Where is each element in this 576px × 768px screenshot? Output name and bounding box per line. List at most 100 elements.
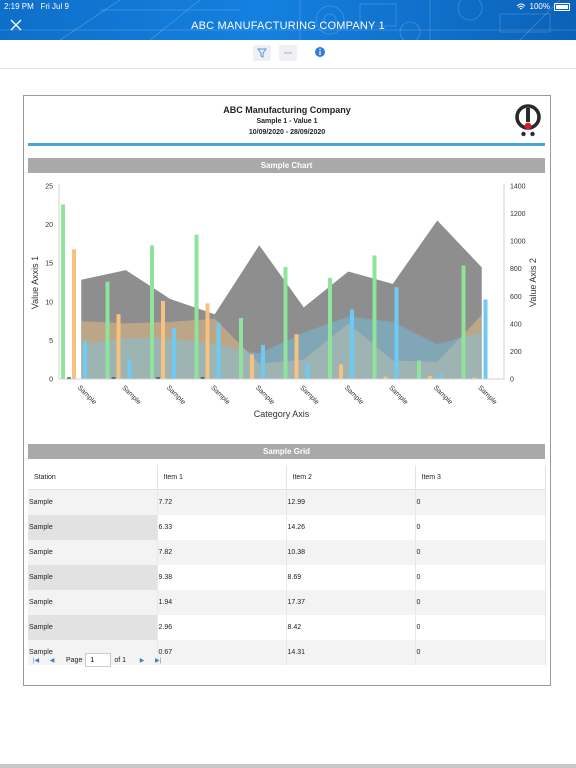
table-cell: 17.37 — [286, 590, 416, 615]
table-cell: 0 — [415, 615, 546, 640]
bar-series-2 — [116, 314, 121, 379]
bar-series-3 — [350, 309, 354, 379]
column-header-item-2[interactable]: Item 2 — [286, 465, 416, 490]
bar-series-1 — [194, 234, 199, 379]
x-tick-label: Sample — [254, 384, 276, 406]
grid-pager: |◀ ◀ Page of 1 ▶ ▶| — [28, 651, 166, 669]
bar-series-3 — [261, 345, 265, 379]
x-tick-label: Sample — [343, 384, 365, 406]
app-header: 2:19 PM Fri Jul 9 100% ABC MANUFACTURING… — [0, 0, 576, 40]
x-tick-label: Sample — [432, 384, 454, 406]
table-cell: 0 — [415, 489, 546, 515]
bar-series-3 — [483, 299, 488, 379]
y2-tick-label: 1000 — [510, 239, 526, 246]
table-cell: 8.69 — [286, 565, 416, 590]
column-header-item-3[interactable]: Item 3 — [415, 465, 546, 490]
bar-series-1 — [61, 204, 65, 379]
table-row[interactable]: Sample 7.72 12.99 0 — [28, 489, 546, 515]
table-cell: 0 — [415, 640, 546, 665]
report-date-range: 10/09/2020 - 28/09/2020 — [248, 129, 326, 136]
header-divider — [28, 143, 545, 146]
bar-series-1 — [417, 360, 421, 379]
y2-tick-label: 200 — [510, 349, 522, 356]
table-cell-station: Sample — [28, 565, 158, 590]
sample-chart: 0 5 10 15 20 25 0 200 400 600 800 1000 1200 1400 Sampl… — [30, 184, 538, 420]
table-cell: 14.31 — [286, 640, 416, 665]
chart-section-header: Sample Chart — [28, 158, 545, 173]
x-tick-label: Sample — [476, 384, 498, 406]
next-page-icon[interactable]: ▶ — [139, 657, 145, 664]
y2-axis-title: Value Axis 2 — [528, 258, 538, 307]
status-time-date: 2:19 PM Fri Jul 9 — [4, 2, 69, 11]
bar-series-3 — [172, 328, 176, 379]
y-tick-label: 20 — [45, 222, 53, 229]
company-logo — [515, 104, 541, 137]
bar-series-3 — [216, 322, 221, 379]
blueprint-background — [0, 0, 576, 40]
status-indicators: 100% — [516, 2, 570, 11]
report-page: ABC Manufacturing Company Sample 1 - Val… — [23, 95, 551, 686]
y-tick-label: 25 — [45, 184, 53, 191]
bar-series-2 — [339, 364, 343, 379]
table-cell-station: Sample — [28, 515, 158, 540]
sample-grid: Station Item 1 Item 2 Item 3 Sample 7.72… — [28, 465, 546, 665]
bar-series-1 — [461, 265, 466, 379]
data-table: Station Item 1 Item 2 Item 3 Sample 7.72… — [28, 465, 546, 665]
bar-series-2 — [472, 377, 477, 379]
y2-tick-label: 1400 — [510, 184, 526, 191]
table-cell: 0 — [415, 590, 546, 615]
table-row[interactable]: Sample 2.96 8.42 0 — [28, 615, 546, 640]
first-page-icon[interactable]: |◀ — [32, 657, 40, 664]
bar-series-3 — [305, 363, 310, 379]
more-button[interactable] — [279, 45, 297, 61]
table-cell: 7.72 — [157, 489, 287, 515]
bar-baseline-marker — [111, 377, 116, 379]
table-cell: 12.99 — [286, 489, 416, 515]
prev-page-icon[interactable]: ◀ — [49, 657, 55, 664]
table-cell-station: Sample — [28, 590, 158, 615]
info-icon[interactable] — [314, 46, 326, 58]
last-page-icon[interactable]: ▶| — [154, 657, 162, 664]
grid-section-header: Sample Grid — [28, 444, 545, 459]
filter-button[interactable] — [253, 45, 271, 61]
page-input[interactable] — [85, 653, 112, 667]
table-cell: 0 — [415, 540, 546, 565]
bar-series-2 — [294, 334, 299, 379]
table-row[interactable]: Sample 0.67 14.31 0 — [28, 640, 546, 665]
column-header-station[interactable]: Station — [28, 465, 158, 490]
x-axis-title: Category Axis — [254, 409, 310, 419]
y-tick-label: 15 — [45, 261, 53, 268]
table-row[interactable]: Sample 1.94 17.37 0 — [28, 590, 546, 615]
y2-tick-label: 0 — [510, 377, 514, 384]
table-cell: 0.67 — [157, 640, 287, 665]
table-cell: 10.38 — [286, 540, 416, 565]
y2-tick-label: 600 — [510, 294, 522, 301]
wifi-icon — [516, 3, 525, 9]
y2-tick-label: 400 — [510, 321, 522, 328]
page-title: ABC MANUFACTURING COMPANY 1 — [191, 20, 385, 32]
status-time: 2:19 PM — [4, 2, 34, 11]
bar-series-3 — [83, 340, 87, 379]
column-header-item-1[interactable]: Item 1 — [157, 465, 287, 490]
battery-icon — [554, 2, 570, 11]
battery-percent: 100% — [529, 2, 550, 11]
y-axis-title: Value Axxis 1 — [30, 256, 40, 309]
bar-series-1 — [328, 277, 332, 379]
close-icon[interactable] — [9, 18, 23, 32]
bar-series-2 — [205, 303, 210, 379]
area-series-3 — [81, 316, 482, 379]
more-icon — [284, 52, 292, 54]
report-toolbar — [0, 40, 576, 69]
table-row[interactable]: Sample 6.33 14.26 0 — [28, 515, 546, 540]
table-row[interactable]: Sample 7.82 10.38 0 — [28, 540, 546, 565]
x-tick-label: Sample — [120, 384, 142, 406]
table-row[interactable]: Sample 9.38 8.69 0 — [28, 565, 546, 590]
report-subtitle: Sample 1 - Value 1 — [256, 118, 318, 125]
table-cell: 6.33 — [157, 515, 287, 540]
bar-baseline-marker — [156, 377, 160, 379]
table-cell: 1.94 — [157, 590, 287, 615]
table-cell-station: Sample — [28, 489, 158, 515]
bar-series-1 — [239, 318, 243, 379]
table-cell: 2.96 — [157, 615, 287, 640]
table-cell: 9.38 — [157, 565, 287, 590]
